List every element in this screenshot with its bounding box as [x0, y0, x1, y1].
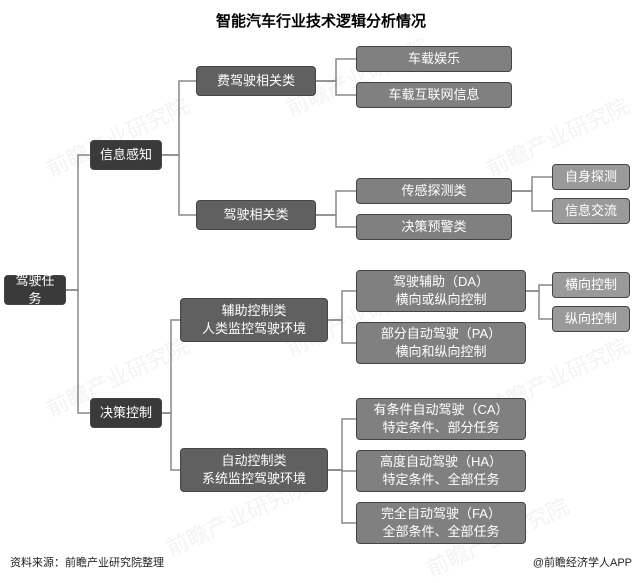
- tree-node-l3a: 车载娱乐: [356, 46, 512, 72]
- tree-node-l2a: 费驾驶相关类: [196, 66, 316, 96]
- source-attribution: 资料来源：前瞻产业研究院整理: [10, 554, 164, 570]
- tree-node-l3h: 高度自动驾驶（HA） 特定条件、全部任务: [356, 450, 526, 492]
- tree-node-l4a: 自身探测: [552, 164, 630, 190]
- tree-node-l2c: 辅助控制类 人类监控驾驶环境: [180, 298, 328, 342]
- tree-node-l3f: 部分自动驾驶（PA） 横向和纵向控制: [356, 322, 526, 364]
- chart-title: 智能汽车行业技术逻辑分析情况: [0, 0, 642, 35]
- tree-node-l3c: 传感探测类: [356, 178, 512, 204]
- tree-node-l3g: 有条件自动驾驶（CA） 特定条件、部分任务: [356, 398, 526, 440]
- tree-node-l1b: 决策控制: [90, 398, 162, 428]
- tree-node-l2b: 驾驶相关类: [196, 200, 316, 230]
- tree-node-l1a: 信息感知: [90, 140, 162, 170]
- tree-node-l4c: 横向控制: [552, 272, 630, 298]
- tree-node-l3d: 决策预警类: [356, 214, 512, 240]
- tree-node-l4d: 纵向控制: [552, 306, 630, 332]
- tree-node-l4b: 信息交流: [552, 198, 630, 224]
- tree-node-l3b: 车载互联网信息: [356, 82, 512, 108]
- brand-attribution: @前瞻经济学人APP: [533, 554, 632, 570]
- tree-node-l2d: 自动控制类 系统监控驾驶环境: [180, 448, 328, 492]
- tree-node-l3i: 完全自动驾驶（FA） 全部条件、全部任务: [356, 502, 526, 544]
- tree-node-l3e: 驾驶辅助（DA） 横向或纵向控制: [356, 270, 526, 312]
- tree-node-root: 驾驶任务: [4, 275, 66, 305]
